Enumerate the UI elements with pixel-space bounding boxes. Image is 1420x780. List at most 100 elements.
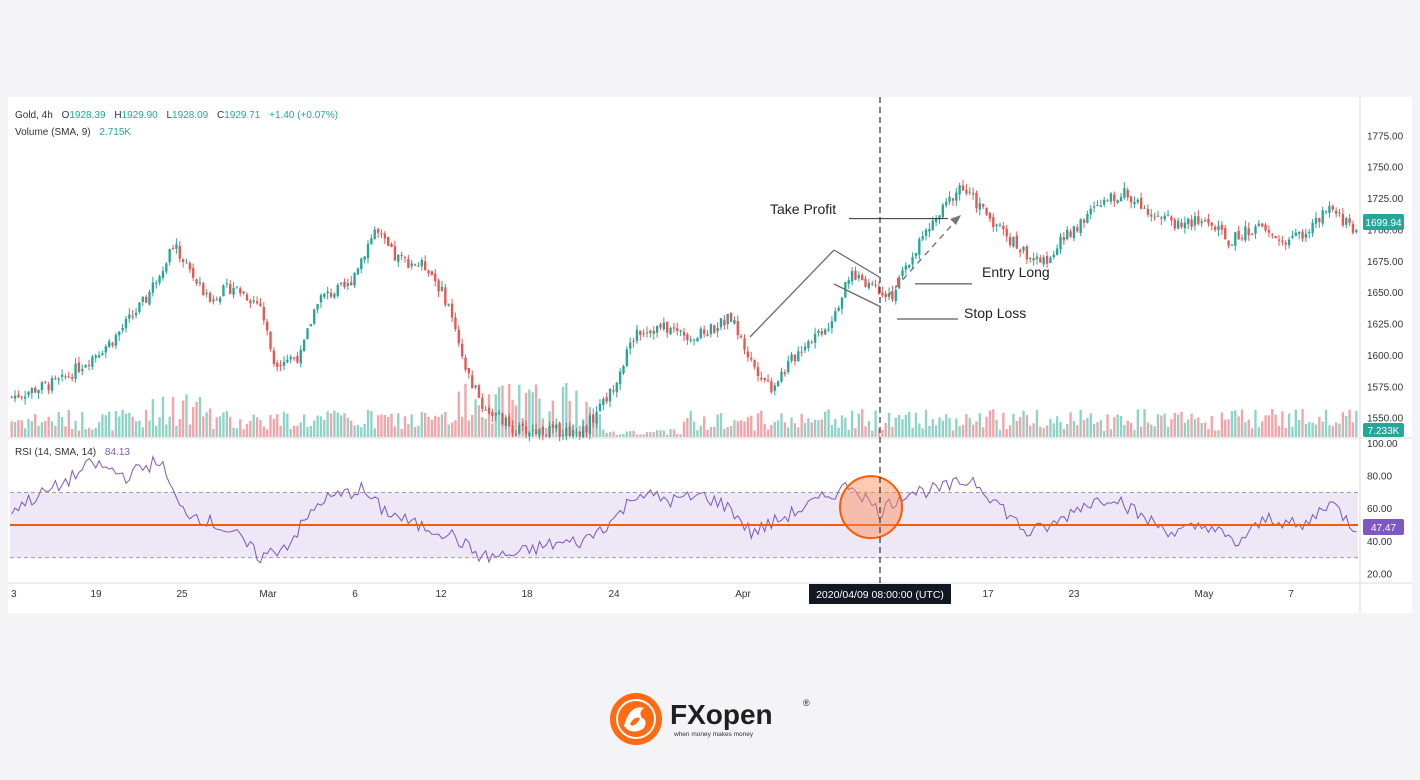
candle xyxy=(1244,220,1247,243)
candle-body xyxy=(1304,233,1308,238)
candle xyxy=(74,358,77,383)
volume-bar xyxy=(1069,412,1072,437)
volume-bar xyxy=(544,427,548,437)
candle-body xyxy=(84,365,87,368)
candle-body xyxy=(131,316,134,318)
trading-chart[interactable]: 1550.00 1575.00 1600.00 1625.00 1650.00 1675.… xyxy=(8,97,1412,613)
volume-bar xyxy=(1267,415,1271,437)
candle xyxy=(1224,224,1227,241)
volume-bar xyxy=(10,421,13,437)
candle-body xyxy=(1099,205,1103,207)
candle-body xyxy=(1234,232,1237,246)
candle-body xyxy=(1166,214,1170,216)
volume-bar xyxy=(252,414,255,437)
candle xyxy=(1166,210,1170,217)
volume-bar xyxy=(208,408,212,437)
candle-body xyxy=(1119,196,1123,202)
candle-body xyxy=(608,388,612,402)
candle xyxy=(272,347,276,367)
candle xyxy=(702,325,706,338)
candle-body xyxy=(1355,230,1358,232)
candle-body xyxy=(1348,218,1351,224)
volume-bar xyxy=(1261,421,1264,437)
candle-body xyxy=(336,284,339,296)
candle xyxy=(242,291,245,296)
volume-bar xyxy=(982,427,985,437)
volume-bar xyxy=(776,420,780,437)
candle-body xyxy=(1012,236,1015,247)
volume-bar xyxy=(1334,422,1338,437)
candle-body xyxy=(225,283,228,285)
volume-bar xyxy=(642,434,645,437)
candle xyxy=(427,269,430,277)
chart-panel[interactable]: 1550.00 1575.00 1600.00 1625.00 1650.00 1675.… xyxy=(8,97,1412,613)
volume-bar xyxy=(309,426,313,437)
candle-body xyxy=(1008,237,1012,246)
candle xyxy=(689,335,692,343)
candle xyxy=(857,271,860,282)
volume-bar xyxy=(413,427,417,437)
volume-bar xyxy=(760,410,763,437)
candle xyxy=(239,286,242,297)
candle-body xyxy=(155,282,158,284)
volume-bar xyxy=(655,430,659,437)
candle-body xyxy=(410,263,413,267)
candle xyxy=(460,338,464,360)
candle xyxy=(471,370,474,389)
candle xyxy=(666,321,669,338)
candle-body xyxy=(484,409,487,411)
candle xyxy=(797,346,800,362)
candle xyxy=(716,322,719,338)
candle xyxy=(1311,218,1314,237)
volume-bar xyxy=(518,384,521,437)
candle-body xyxy=(1173,219,1176,229)
volume-bar xyxy=(1049,418,1052,437)
candle xyxy=(1261,223,1264,228)
volume-bar xyxy=(736,421,739,437)
volume-bar xyxy=(437,416,440,437)
volume-bar xyxy=(339,415,343,437)
candle xyxy=(555,418,558,432)
candle-body xyxy=(467,368,471,374)
candle xyxy=(1012,236,1015,248)
candle-body xyxy=(111,342,114,346)
candle-body xyxy=(242,291,245,294)
volume-bar xyxy=(948,418,951,437)
candle xyxy=(474,384,477,390)
candle-body xyxy=(1015,235,1018,249)
time-axis[interactable]: 3 19 25 Mar 6 12 18 24 Apr 17 23 May 7 xyxy=(11,589,1294,600)
volume-bar xyxy=(733,420,736,437)
volume-bar xyxy=(353,425,356,437)
volume-bar xyxy=(1244,422,1247,437)
volume-bar xyxy=(1183,422,1187,437)
candle-body xyxy=(1156,215,1160,217)
volume-bar xyxy=(1318,416,1321,437)
volume-bar xyxy=(639,434,642,437)
candle-body xyxy=(343,281,346,288)
candle xyxy=(598,399,602,412)
candle xyxy=(1334,207,1338,218)
rsi-badge: 47.47 xyxy=(1363,519,1404,535)
volume-bar xyxy=(783,422,787,437)
volume-bar xyxy=(1193,419,1197,437)
candle xyxy=(477,383,481,399)
candle-body xyxy=(148,292,151,305)
volume-bar xyxy=(262,426,265,437)
candle-body xyxy=(1267,230,1271,233)
volume-bar xyxy=(487,394,491,437)
volume-bar xyxy=(420,411,423,437)
candle xyxy=(1096,200,1099,207)
volume-bar xyxy=(87,427,91,437)
candle-body xyxy=(686,334,689,340)
candle-body xyxy=(716,328,719,332)
candle-body xyxy=(390,243,393,247)
candle xyxy=(1227,239,1230,249)
candle xyxy=(397,254,400,268)
time-tick-label: 18 xyxy=(521,589,533,600)
candle xyxy=(1197,210,1200,226)
candle xyxy=(188,260,192,273)
volume-bar xyxy=(397,413,400,437)
volume-bar xyxy=(666,434,669,437)
candle-body xyxy=(588,415,592,434)
candle-body xyxy=(1126,189,1129,198)
